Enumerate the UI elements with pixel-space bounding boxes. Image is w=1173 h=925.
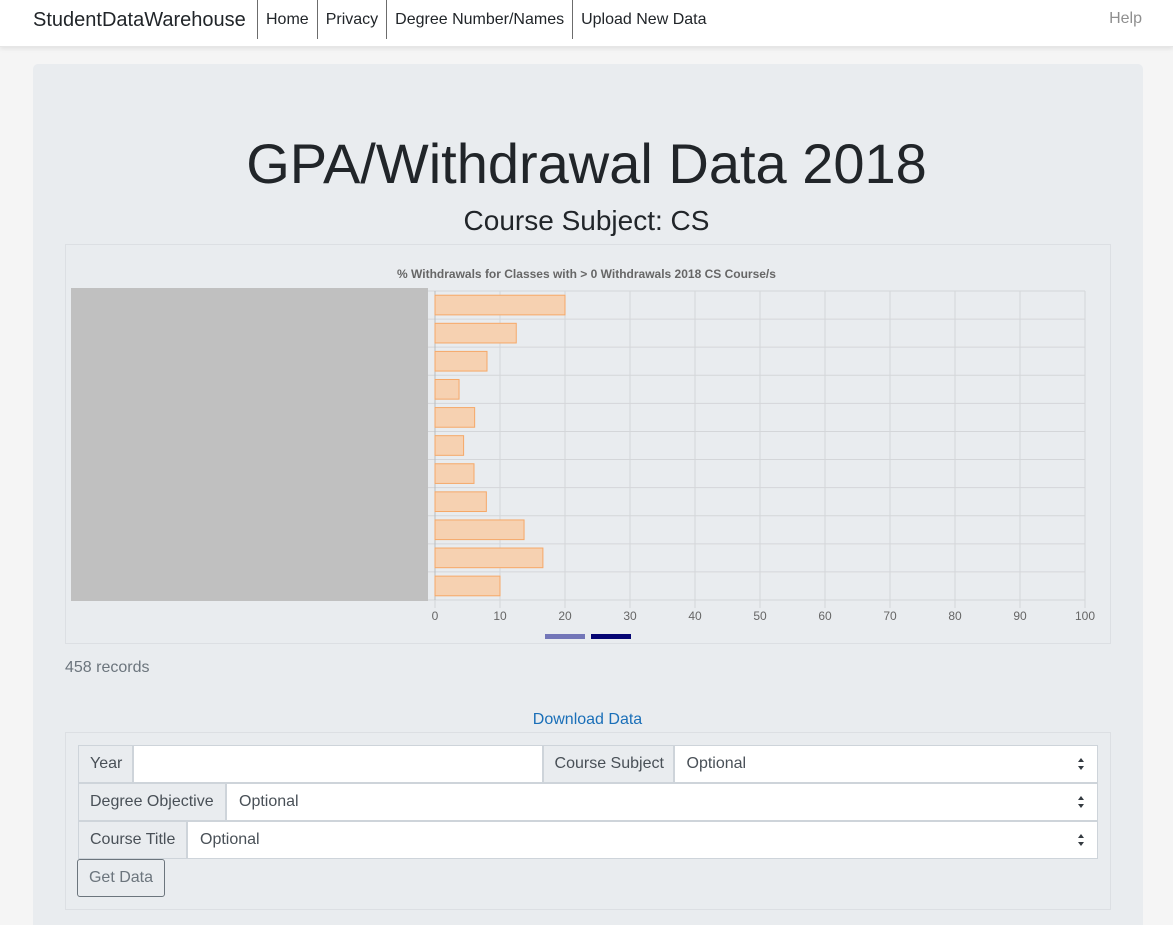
course-subject-select[interactable]: Optional [673, 745, 1098, 783]
course-title-label: Course Title [78, 821, 187, 859]
x-tick-label: 100 [1075, 609, 1095, 623]
bar [434, 463, 475, 484]
bar [434, 407, 476, 428]
brand-link[interactable]: StudentDataWarehouse [33, 9, 246, 31]
nav-degree-number-names[interactable]: Degree Number/Names [386, 0, 572, 39]
course-subject-value: Optional [686, 755, 747, 772]
select-arrows-icon [1078, 796, 1084, 808]
nav-home[interactable]: Home [257, 0, 317, 39]
x-tick-label: 10 [493, 609, 507, 623]
help-link[interactable]: Help [1109, 10, 1142, 27]
page-title: GPA/Withdrawal Data 2018 [246, 132, 927, 195]
records-count: 458 records [65, 659, 150, 676]
x-tick-label: 30 [623, 609, 637, 623]
bar [434, 519, 525, 541]
x-tick-label: 20 [558, 609, 572, 623]
bar [434, 435, 465, 456]
bar [434, 378, 460, 400]
degree-objective-select[interactable]: Optional [226, 783, 1098, 821]
x-tick-label: 70 [883, 609, 897, 623]
course-title-select[interactable]: Optional [187, 821, 1098, 859]
course-subject-label: Course Subject [542, 745, 674, 783]
row-course-title: Course Title Optional [78, 821, 1098, 859]
x-tick-label: 0 [432, 609, 439, 623]
degree-objective-value: Optional [239, 793, 299, 810]
nav-upload-new-data[interactable]: Upload New Data [572, 0, 714, 39]
legend-swatch-1[interactable] [545, 634, 585, 639]
page-subtitle: Course Subject: CS [463, 205, 710, 236]
row-degree-objective: Degree Objective Optional [78, 783, 1098, 821]
chart-title: % Withdrawals for Classes with > 0 Withd… [397, 267, 776, 281]
year-input[interactable] [133, 745, 543, 783]
nav-privacy[interactable]: Privacy [316, 0, 386, 39]
x-tick-label: 90 [1013, 609, 1027, 623]
select-arrows-icon [1078, 758, 1084, 770]
degree-objective-label: Degree Objective [78, 783, 226, 821]
bar [434, 547, 544, 569]
bar [434, 491, 487, 513]
chart-category-labels-redacted [71, 288, 428, 601]
bar [434, 294, 566, 316]
navbar: StudentDataWarehouse Home Privacy Degree… [0, 0, 1173, 47]
bar [434, 322, 517, 344]
x-tick-label: 40 [688, 609, 702, 623]
x-tick-label: 80 [948, 609, 962, 623]
x-tick-label: 50 [753, 609, 767, 623]
bar [434, 350, 488, 372]
course-title-value: Optional [200, 831, 260, 848]
legend-swatch-2[interactable] [591, 634, 631, 639]
x-tick-label: 60 [818, 609, 832, 623]
get-data-button[interactable]: Get Data [77, 859, 165, 897]
select-arrows-icon [1078, 834, 1084, 846]
row-year-subject: Year Course Subject Optional [78, 745, 1098, 783]
year-label: Year [78, 745, 133, 783]
bar [434, 575, 501, 597]
download-data-link[interactable]: Download Data [532, 711, 643, 728]
nav-links: Home Privacy Degree Number/Names Upload … [257, 0, 715, 39]
